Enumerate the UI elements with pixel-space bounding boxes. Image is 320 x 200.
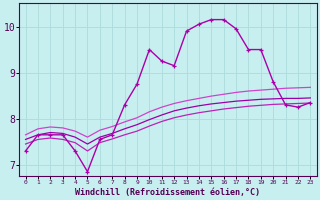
X-axis label: Windchill (Refroidissement éolien,°C): Windchill (Refroidissement éolien,°C) bbox=[76, 188, 260, 197]
